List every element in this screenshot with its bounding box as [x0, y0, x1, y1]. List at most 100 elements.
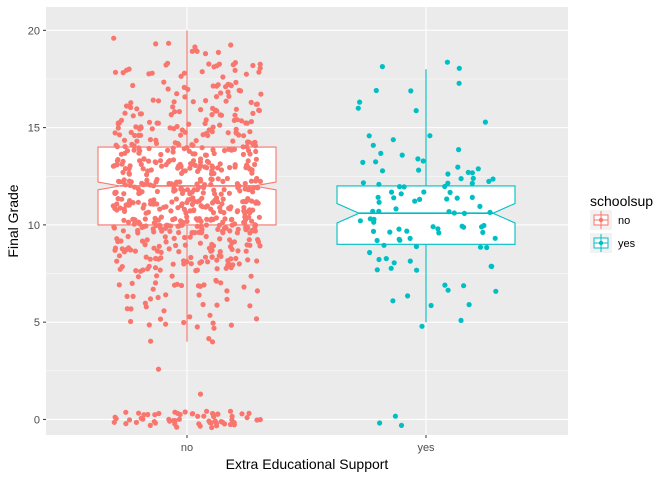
data-point-no: [178, 282, 185, 289]
data-point-yes: [370, 142, 376, 148]
data-point-yes: [475, 166, 481, 172]
data-point-no: [231, 239, 237, 245]
data-point-no: [254, 258, 260, 264]
data-point-yes: [490, 176, 496, 182]
data-point-no: [190, 411, 196, 417]
data-point-no: [147, 256, 153, 262]
data-point-yes: [391, 260, 397, 266]
data-point-no: [117, 205, 123, 211]
data-point-yes: [383, 256, 389, 262]
data-point-yes: [392, 413, 398, 419]
data-point-no: [135, 199, 141, 205]
data-point-no: [111, 35, 117, 41]
data-point-no: [112, 205, 118, 211]
data-point-no: [115, 125, 121, 131]
data-point-no: [248, 119, 254, 125]
data-point-no: [229, 246, 235, 252]
x-tick-label: yes: [417, 442, 435, 454]
data-point-no: [208, 217, 214, 223]
data-point-no: [242, 186, 248, 192]
data-point-no: [187, 314, 193, 320]
data-point-no: [114, 236, 120, 242]
data-point-yes: [461, 283, 467, 289]
data-point-no: [130, 113, 136, 119]
data-point-no: [188, 254, 194, 261]
data-point-no: [237, 188, 243, 194]
data-point-no: [182, 409, 188, 415]
y-tick-label: 10: [28, 220, 40, 232]
data-point-no: [189, 48, 195, 54]
data-point-no: [210, 320, 216, 326]
data-point-no: [122, 144, 128, 150]
data-point-no: [194, 187, 200, 193]
data-point-yes: [427, 133, 433, 139]
data-point-no: [252, 222, 258, 228]
data-point-yes: [357, 99, 363, 105]
data-point-no: [197, 423, 203, 429]
data-point-no: [176, 416, 182, 422]
data-point-yes: [445, 180, 451, 186]
data-point-no: [176, 249, 182, 255]
data-point-yes: [421, 189, 427, 195]
data-point-no: [181, 70, 187, 76]
data-point-no: [121, 137, 128, 143]
data-point-no: [112, 414, 118, 420]
data-point-no: [156, 410, 162, 417]
data-point-no: [166, 40, 172, 46]
data-point-no: [138, 132, 144, 138]
data-point-no: [215, 165, 221, 171]
data-point-no: [215, 49, 221, 56]
data-point-no: [218, 167, 225, 173]
data-point-no: [176, 109, 182, 115]
data-point-no: [137, 148, 143, 154]
data-point-no: [125, 202, 131, 208]
data-point-no: [217, 236, 223, 242]
data-point-no: [111, 225, 117, 231]
data-point-yes: [458, 317, 464, 323]
data-point-no: [177, 179, 183, 185]
data-point-no: [151, 245, 157, 251]
data-point-no: [206, 61, 212, 67]
data-point-no: [245, 257, 251, 263]
data-point-no: [209, 200, 216, 206]
data-point-no: [201, 413, 207, 419]
data-point-yes: [407, 258, 413, 264]
data-point-no: [255, 185, 261, 191]
data-point-no: [147, 422, 153, 428]
data-point-no: [151, 197, 157, 203]
data-point-no: [194, 267, 200, 273]
data-point-no: [163, 162, 169, 168]
legend-key-point: [598, 217, 604, 223]
data-point-no: [198, 107, 204, 113]
data-point-no: [257, 178, 263, 184]
data-point-no: [144, 177, 150, 183]
data-point-no: [243, 248, 249, 254]
data-point-no: [124, 306, 130, 312]
data-point-no: [125, 219, 132, 225]
data-point-no: [154, 201, 160, 207]
data-point-no: [178, 185, 184, 191]
data-point-no: [230, 262, 236, 268]
data-point-no: [247, 129, 253, 135]
data-point-no: [225, 262, 231, 268]
data-point-no: [252, 161, 258, 168]
data-point-no: [233, 106, 239, 112]
data-point-no: [221, 421, 228, 427]
data-point-no: [170, 157, 177, 163]
data-point-no: [152, 280, 159, 286]
data-point-no: [198, 203, 204, 209]
data-point-no: [111, 419, 117, 425]
data-point-yes: [492, 235, 498, 241]
data-point-no: [157, 267, 163, 273]
data-point-no: [244, 144, 250, 150]
data-point-no: [153, 179, 159, 185]
data-point-no: [165, 147, 171, 153]
data-point-yes: [388, 265, 394, 271]
data-point-no: [131, 147, 137, 153]
data-point-no: [127, 198, 133, 204]
data-point-no: [198, 156, 204, 162]
data-point-no: [175, 223, 181, 229]
data-point-no: [234, 181, 240, 187]
data-point-no: [203, 130, 209, 137]
data-point-no: [163, 62, 169, 68]
